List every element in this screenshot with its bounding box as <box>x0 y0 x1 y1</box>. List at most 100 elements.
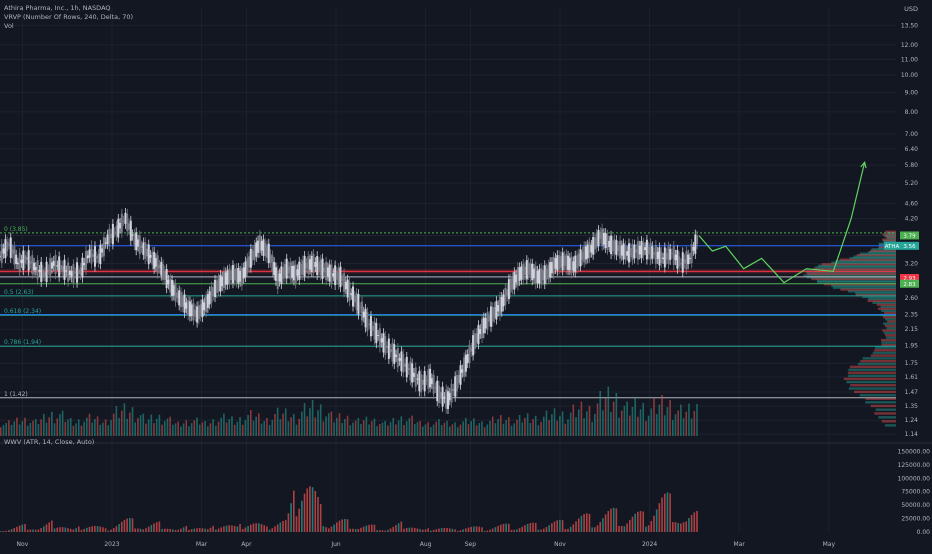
volume-bar <box>551 414 553 436</box>
candle-body <box>581 251 584 261</box>
volume-bar <box>510 425 513 436</box>
volume-bar <box>104 419 107 436</box>
wwv-bar <box>118 524 120 532</box>
wwv-bar <box>99 526 102 532</box>
candle-body <box>223 271 225 289</box>
wwv-bar <box>435 529 438 532</box>
candle-body <box>599 232 602 239</box>
wwv-bar <box>295 516 298 532</box>
volume-profile-row <box>843 377 896 381</box>
candle-body <box>412 372 415 378</box>
volume-bar <box>542 416 545 436</box>
volume-bar <box>247 414 249 436</box>
wwv-bar <box>59 527 61 532</box>
price-tick-label: 11.00 <box>901 56 918 63</box>
candle-body <box>70 270 73 278</box>
volume-profile-row <box>803 274 896 277</box>
wwv-bar <box>150 525 153 532</box>
candle-body <box>626 251 629 256</box>
candle-body <box>217 278 220 292</box>
candle-body <box>258 234 261 253</box>
candle-body <box>631 244 634 260</box>
time-tick-label: Aug <box>420 541 432 548</box>
volume-profile-row <box>835 259 896 263</box>
volume-bar <box>118 417 120 436</box>
volume-bar <box>467 424 470 436</box>
candle-body <box>534 266 537 285</box>
fib-level-label: 0.786 (1.94) <box>4 339 41 346</box>
candle-body <box>90 245 93 264</box>
time-axis[interactable]: Nov 2023 Mar Apr Jun Aug Sep Nov 2024 Mar May <box>17 541 836 548</box>
candle-body <box>9 237 12 258</box>
volume-profile-row <box>885 235 896 239</box>
candle-body <box>42 269 45 277</box>
volume-profile-row <box>856 253 896 257</box>
candle-body <box>68 270 71 276</box>
wwv-bar <box>309 486 311 532</box>
candle-body <box>466 354 469 364</box>
candle-body <box>366 312 369 332</box>
wwv-bar <box>634 513 636 532</box>
volume-bar <box>594 413 596 436</box>
candle-body <box>409 361 412 381</box>
symbol-title[interactable]: Athira Pharma, Inc., 1h, NASDAQ <box>4 4 111 12</box>
volume-bar <box>354 420 357 436</box>
volume-bar <box>435 421 438 436</box>
volume-bar <box>123 403 126 436</box>
candle-body <box>79 267 82 275</box>
candle-body <box>253 244 256 261</box>
volume-bar <box>142 413 145 436</box>
candle-body <box>538 269 541 284</box>
volume-profile-row <box>854 390 896 394</box>
wwv-bar <box>75 528 77 532</box>
wwv-bar <box>384 530 386 532</box>
wwv-bar <box>693 512 696 532</box>
candle-body <box>391 343 394 362</box>
volume-profile-row <box>886 237 896 240</box>
price-badge-text: 2.83 <box>903 282 916 288</box>
candle-body <box>504 288 507 305</box>
volume-bar <box>336 417 338 436</box>
candle-body <box>33 262 36 271</box>
candle-body <box>317 261 320 272</box>
candle-body <box>468 344 471 364</box>
volume-bar <box>96 416 99 436</box>
wwv-bar <box>411 527 413 532</box>
candle-body <box>525 260 528 280</box>
candle-body <box>231 265 234 284</box>
candle-body <box>214 279 217 298</box>
price-tick-label: 6.40 <box>905 146 919 153</box>
vol-indicator-label[interactable]: Vol <box>4 22 14 30</box>
candle-body <box>307 256 310 274</box>
vrvp-indicator-label[interactable]: VRVP (Number Of Rows, 240, Delta, 70) <box>4 13 134 21</box>
candle-body <box>271 255 274 272</box>
volume-profile-row <box>831 261 896 264</box>
volume-bar <box>599 391 602 436</box>
candle-body <box>257 240 260 253</box>
candle-body <box>498 296 501 316</box>
candle-body <box>588 242 591 258</box>
candle-body <box>348 281 351 302</box>
wwv-bar <box>32 529 34 532</box>
wwv-bar <box>553 521 556 532</box>
volume-bar <box>647 415 650 436</box>
candle-body <box>156 255 159 274</box>
volume-profile-row <box>868 251 896 254</box>
wwv-bar <box>34 529 37 532</box>
volume-bar <box>556 420 559 436</box>
volume-bar <box>440 424 443 436</box>
wwv-bar <box>163 528 166 532</box>
candle-body <box>206 294 209 308</box>
candle-body <box>301 260 304 275</box>
candle-body <box>179 292 182 308</box>
volume-bar <box>180 426 182 436</box>
candle-body <box>316 256 319 276</box>
volume-bar <box>190 423 193 436</box>
candle-body <box>389 348 392 353</box>
wwv-indicator-label[interactable]: WWV (ATR, 14, Close, Auto) <box>4 438 95 446</box>
wwv-bar <box>443 527 446 532</box>
candle-body <box>696 235 699 245</box>
